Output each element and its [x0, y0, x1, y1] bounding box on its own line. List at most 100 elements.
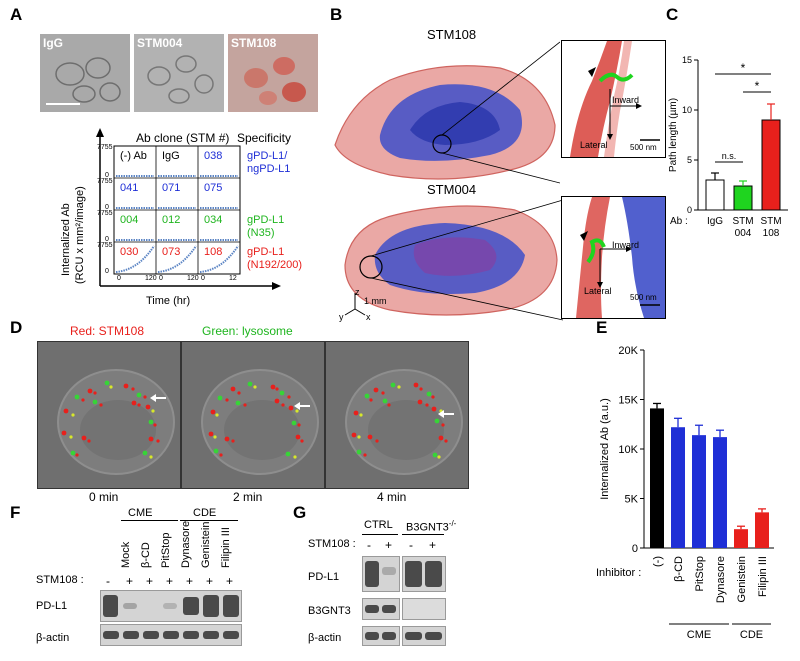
c-bar — [705, 179, 725, 211]
panel-a-ytick-2b: 0 — [105, 204, 109, 211]
timelapse-frame — [37, 341, 181, 489]
e-xlabel: β-CD — [673, 556, 685, 582]
micrograph-igg: IgG — [40, 34, 130, 112]
c-xlabel: 004 — [735, 228, 752, 239]
specificity-label: gPD-L1 — [247, 246, 285, 258]
e-xlabel: Filipin III — [757, 556, 769, 597]
panel-g-blot-pdl1-ctrl — [362, 556, 400, 592]
c-ab-label: Ab : — [670, 216, 688, 227]
c-ytick-label: 10 — [682, 105, 692, 115]
c-bar — [761, 119, 781, 211]
panel-b-lateral-top: Lateral — [580, 140, 608, 150]
e-bar — [671, 427, 685, 548]
panel-a-xtick-5: 12 — [229, 275, 237, 282]
panel-g-stm-sign: + — [429, 538, 437, 552]
panel-g-blot-actin-ko — [402, 626, 446, 646]
c-xlabel: 108 — [763, 228, 780, 239]
grid-cell-label: 041 — [120, 182, 139, 194]
panel-a-xtick-1: 120 — [145, 275, 157, 282]
panel-g-blot-b3gnt3-ctrl — [362, 598, 400, 620]
grid-cell-label: 071 — [162, 182, 181, 194]
grid-cell-label: 030 — [120, 246, 139, 258]
panel-b-inward-top: Inward — [612, 95, 640, 105]
e-ytick-label: 10K — [618, 444, 638, 456]
panel-b-title-bottom: STM004 — [427, 182, 477, 197]
panel-f-stm-sign: + — [206, 574, 214, 588]
panel-g-ko: B3GNT3-/- — [406, 519, 456, 534]
panel-b-lateral-bottom: Lateral — [584, 286, 612, 296]
timelapse-time-label: 0 min — [89, 490, 119, 504]
panel-a-xtick-0: 0 — [117, 275, 121, 282]
e-bar — [713, 437, 727, 548]
specificity-label: gPD-L1/ — [247, 150, 288, 162]
e-ytick-label: 0 — [632, 543, 638, 555]
grid-cell-label: 012 — [162, 214, 181, 226]
panel-f-group-cde: CDE — [193, 507, 217, 519]
timelapse-frame — [325, 341, 469, 489]
chart-e: 0 5K 10K 15K 20K Internalized Ab (a.u.) (-) β-C… — [596, 345, 774, 641]
panel-g-ctrl-bar — [362, 534, 398, 535]
panel-g-stm-sign: - — [409, 538, 413, 552]
panel-f-blot-pdl1 — [100, 590, 242, 622]
grid-cell-label: IgG — [162, 150, 180, 162]
panel-g-stm-sign: + — [385, 538, 393, 552]
grid-cell-label: 108 — [204, 246, 223, 258]
panel-f-lane-label: Dynasore — [180, 520, 192, 568]
grid-cell-label: 075 — [204, 182, 223, 194]
panel-f-stm-sign: + — [146, 574, 154, 588]
grid-cell-label: 073 — [162, 246, 181, 258]
panel-a-ylabel-2: (RCU x mm²/image) — [74, 186, 86, 284]
specificity-label: ngPD-L1 — [247, 163, 291, 175]
panel-f-stm-sign: - — [106, 574, 110, 588]
panel-f-stm-sign: + — [166, 574, 174, 588]
panel-b-scale-bottom: 500 nm — [630, 293, 657, 302]
panel-g-stm-label: STM108 : — [308, 538, 356, 550]
timelapse-time-label: 2 min — [233, 490, 263, 504]
panel-b-scale-top: 500 nm — [630, 143, 657, 152]
specificity-label: (N192/200) — [247, 259, 303, 271]
e-bar — [650, 408, 664, 548]
panel-b-axis-y: y — [339, 312, 344, 322]
panel-g-stm-sign: - — [367, 538, 371, 552]
e-group-cde: CDE — [740, 629, 763, 641]
panel-a-ytick-3a: 7755 — [97, 210, 113, 217]
e-xlabel: Genistein — [736, 556, 748, 602]
specificity-label: gPD-L1 — [247, 214, 285, 226]
panel-f-blot-actin — [100, 624, 242, 646]
panel-letter-d: D — [10, 318, 23, 337]
e-group-cme: CME — [687, 629, 711, 641]
c-ylabel: Path length (µm) — [668, 98, 679, 172]
panel-g-ko-bar — [402, 534, 444, 535]
e-xlabel: (-) — [652, 556, 664, 567]
c-star-2: * — [755, 79, 760, 93]
timelapse-time-label: 4 min — [377, 490, 407, 504]
panel-f-stm-sign: + — [186, 574, 194, 588]
e-bar — [734, 529, 748, 548]
panel-f-cme-bar — [121, 520, 178, 521]
c-ytick-label: 15 — [682, 55, 692, 65]
e-ytick-label: 20K — [618, 345, 638, 357]
panel-a-ylabel-1: Internalized Ab — [60, 203, 72, 276]
panel-g-ctrl: CTRL — [364, 519, 393, 531]
panel-b-axis-z: z — [355, 287, 360, 297]
panel-f-row-actin: β-actin — [36, 632, 70, 644]
c-bar — [733, 185, 753, 211]
panel-f-stm-sign: + — [126, 574, 134, 588]
panel-letter-b: B — [330, 5, 343, 24]
micrograph-stm004-label: STM004 — [137, 36, 183, 50]
panel-f-stm-label: STM108 : — [36, 574, 84, 586]
panel-f-stm-sign: + — [226, 574, 234, 588]
grid-cell-label: 038 — [204, 150, 223, 162]
grid-cell-label: 004 — [120, 214, 139, 226]
panel-f-lane-label: Filipin III — [220, 527, 232, 568]
panel-a-xlabel: Time (hr) — [146, 295, 191, 307]
c-xlabel: IgG — [707, 216, 723, 227]
grid-cell-label: (-) Ab — [120, 150, 147, 162]
panel-f-lane-label: PitStop — [160, 532, 172, 568]
e-ytick-label: 5K — [625, 494, 639, 506]
e-ylabel: Internalized Ab (a.u.) — [599, 398, 611, 500]
panel-b-axis-scale: 1 mm — [364, 296, 387, 306]
c-star-3: * — [741, 61, 746, 75]
e-inhibitor-label: Inhibitor : — [596, 567, 641, 579]
